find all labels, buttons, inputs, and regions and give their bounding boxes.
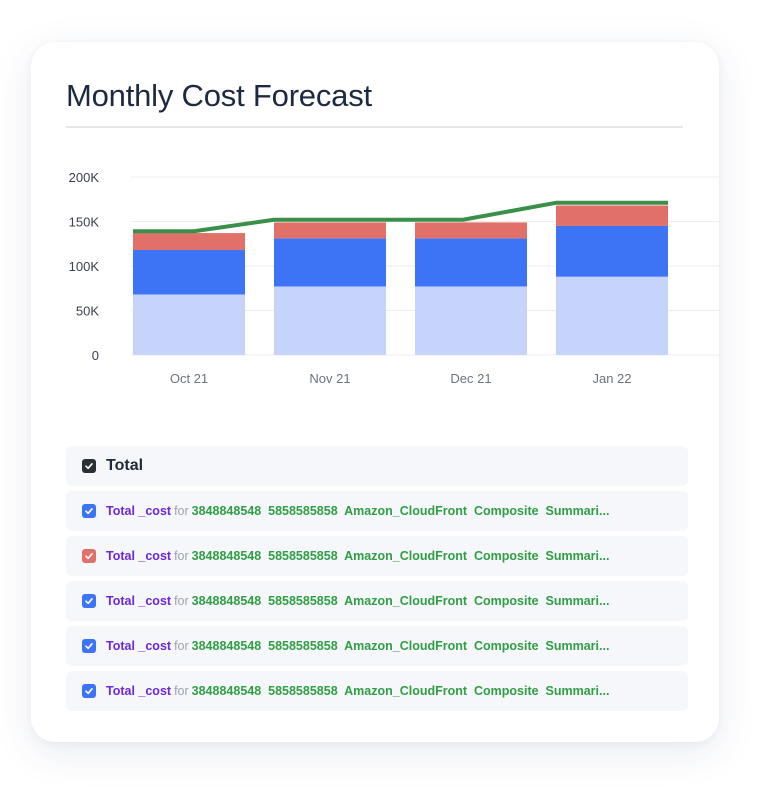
legend-tags: 3848848548 5858585858 Amazon_CloudFront … (191, 639, 610, 653)
legend-connector: for (174, 639, 189, 653)
legend-tags: 3848848548 5858585858 Amazon_CloudFront … (191, 504, 610, 518)
y-tick-label: 150K (69, 215, 100, 230)
checkbox-checked-icon[interactable] (82, 594, 96, 608)
x-tick-label: Jan 22 (592, 371, 631, 386)
bar-segment (133, 294, 245, 355)
bar-segment (133, 233, 245, 250)
legend-item[interactable]: Total _cost for 3848848548 5858585858 Amaz… (66, 671, 688, 711)
legend-metric-label: Total _cost (106, 684, 172, 698)
legend-item[interactable]: Total _cost for 3848848548 5858585858 Amaz… (66, 626, 688, 666)
bar-segment (133, 249, 245, 295)
legend-item[interactable]: Total _cost for 3848848548 5858585858 Amaz… (66, 536, 688, 576)
title-divider (66, 126, 683, 128)
legend-connector: for (174, 684, 189, 698)
legend-tags: 3848848548 5858585858 Amazon_CloudFront … (191, 684, 610, 698)
legend-item[interactable]: Total _cost for 3848848548 5858585858 Amaz… (66, 581, 688, 621)
bar-segment (415, 222, 527, 239)
y-tick-label: 50K (76, 304, 99, 319)
page-title: Monthly Cost Forecast (66, 78, 372, 113)
legend-metric-label: Total _cost (106, 594, 172, 608)
y-tick-label: 200K (69, 170, 100, 185)
bar-segment (556, 276, 668, 355)
legend-connector: for (174, 594, 189, 608)
bar-segment (274, 222, 386, 239)
checkbox-checked-icon[interactable] (82, 684, 96, 698)
bar-segment (415, 286, 527, 355)
y-tick-label: 100K (69, 259, 100, 274)
x-tick-label: Oct 21 (170, 371, 208, 386)
legend-connector: for (174, 549, 189, 563)
stacked-bar-chart: 0 50K 100K 150K 200K Oct 21 Nov 21 Dec 21 Jan 22 (69, 170, 719, 386)
x-tick-label: Nov 21 (309, 371, 350, 386)
y-tick-label: 0 (92, 348, 99, 363)
legend-tags: 3848848548 5858585858 Amazon_CloudFront … (191, 549, 610, 563)
legend-metric-label: Total _cost (106, 639, 172, 653)
legend: Total Total _cost for 3848848548 585858585… (66, 446, 688, 716)
checkbox-checked-icon[interactable] (82, 459, 96, 473)
legend-item[interactable]: Total _cost for 3848848548 5858585858 Amaz… (66, 491, 688, 531)
bar-segment (274, 238, 386, 287)
checkbox-checked-icon[interactable] (82, 549, 96, 563)
checkbox-checked-icon[interactable] (82, 639, 96, 653)
bar-segment (556, 225, 668, 277)
checkbox-checked-icon[interactable] (82, 504, 96, 518)
legend-header-label: Total (106, 457, 144, 474)
legend-tags: 3848848548 5858585858 Amazon_CloudFront … (191, 594, 610, 608)
x-tick-label: Dec 21 (450, 371, 491, 386)
bar-segment (274, 286, 386, 355)
forecast-line (133, 200, 668, 234)
bar-segment (556, 205, 668, 226)
legend-header-total[interactable]: Total (66, 446, 688, 486)
legend-metric-label: Total _cost (106, 549, 172, 563)
legend-metric-label: Total _cost (106, 504, 172, 518)
legend-connector: for (174, 504, 189, 518)
bar-segment (415, 238, 527, 287)
forecast-card: Monthly Cost Forecast 0 50K 100K 150K 200K Oc… (31, 42, 719, 742)
